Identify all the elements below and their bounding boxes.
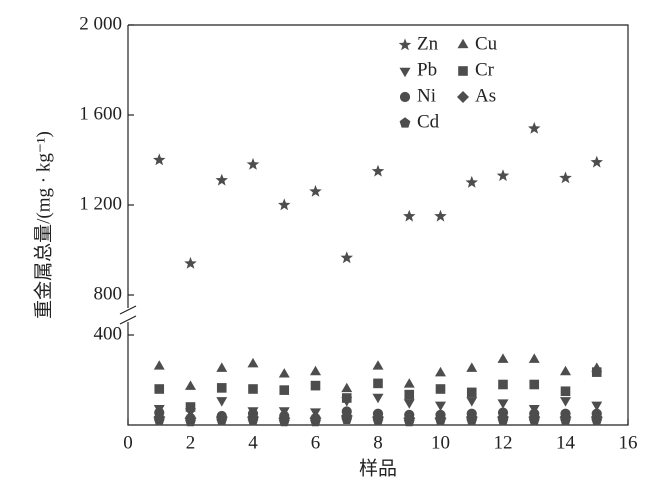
data-point (590, 155, 603, 168)
y-tick-label: 1 600 (79, 103, 122, 124)
legend-label: Cd (417, 111, 440, 132)
data-point (434, 209, 447, 222)
legend-label: Pb (417, 59, 437, 80)
data-point (216, 397, 228, 407)
data-point (404, 389, 415, 400)
data-point (497, 353, 509, 363)
y-tick-label: 800 (94, 283, 123, 304)
x-tick-label: 4 (248, 432, 258, 453)
x-tick-label: 2 (186, 432, 196, 453)
data-point (371, 164, 385, 177)
data-point (216, 383, 227, 393)
x-tick-label: 10 (431, 432, 450, 453)
data-point (341, 393, 352, 403)
data-point (560, 386, 571, 397)
legend-label: Zn (417, 33, 439, 54)
legend-marker (399, 67, 411, 78)
data-point (528, 353, 540, 363)
data-point (184, 256, 197, 269)
data-point (278, 198, 291, 211)
data-point (372, 411, 384, 424)
data-point (403, 378, 415, 388)
data-point (528, 411, 541, 424)
data-point (465, 175, 478, 188)
data-point (372, 393, 384, 404)
y-tick-label: 2 000 (79, 13, 122, 34)
legend-label: Ni (417, 85, 436, 106)
data-point (372, 360, 384, 370)
data-point (560, 365, 571, 376)
data-point (309, 412, 322, 425)
data-point (246, 157, 260, 170)
legend-marker (399, 91, 411, 103)
data-point (153, 153, 166, 166)
x-tick-label: 6 (311, 432, 321, 453)
x-axis-label: 样品 (359, 457, 397, 479)
data-point (465, 411, 478, 424)
data-point (185, 380, 196, 390)
legend-label: As (475, 85, 496, 106)
data-point (279, 385, 290, 395)
data-point (498, 379, 508, 390)
legend-marker (458, 66, 468, 76)
data-point (278, 412, 291, 425)
data-point (466, 362, 478, 372)
data-point (559, 171, 572, 184)
data-point (591, 367, 602, 377)
data-point (497, 399, 509, 409)
x-tick-label: 16 (619, 432, 638, 453)
x-tick-label: 12 (494, 432, 513, 453)
data-point (215, 173, 228, 186)
legend-label: Cu (475, 33, 498, 54)
data-point (466, 387, 477, 398)
data-point (278, 368, 290, 378)
y-axis-label: 重金属总量/(mg · kg⁻¹) (32, 131, 54, 319)
legend-marker (398, 38, 412, 51)
data-point (403, 209, 416, 222)
legend-marker (457, 91, 469, 103)
data-point (435, 366, 446, 377)
legend-marker (399, 117, 411, 128)
x-tick-label: 14 (556, 432, 576, 453)
data-point (466, 397, 478, 407)
data-point (403, 412, 416, 425)
data-point (560, 397, 571, 407)
data-point (559, 411, 572, 424)
data-point (247, 357, 259, 368)
data-point (154, 384, 165, 394)
data-point (309, 184, 322, 197)
data-point (340, 251, 353, 264)
data-point (435, 401, 446, 412)
data-point (184, 412, 197, 425)
data-point (340, 410, 353, 422)
data-point (434, 412, 447, 425)
data-point (528, 121, 541, 134)
data-point (153, 411, 166, 424)
y-tick-label: 1 200 (79, 193, 122, 214)
data-point (185, 402, 196, 412)
data-point (248, 384, 258, 394)
data-point (247, 411, 259, 424)
axis-break (119, 305, 137, 325)
data-point (215, 411, 228, 424)
data-point (373, 378, 383, 389)
data-point (310, 365, 321, 376)
data-point (153, 360, 165, 370)
y-tick-label: 400 (94, 323, 123, 344)
x-tick-label: 8 (373, 432, 383, 453)
legend-label: Cr (475, 59, 495, 80)
data-point (497, 411, 509, 424)
data-point (216, 362, 228, 372)
data-point (435, 384, 446, 394)
data-point (403, 399, 415, 409)
data-point (341, 382, 353, 393)
x-tick-label: 0 (123, 432, 133, 453)
data-point (310, 380, 321, 391)
data-point (590, 411, 603, 424)
data-point (591, 401, 603, 412)
legend-marker (457, 38, 469, 49)
data-point (529, 379, 540, 390)
data-point (496, 169, 510, 182)
